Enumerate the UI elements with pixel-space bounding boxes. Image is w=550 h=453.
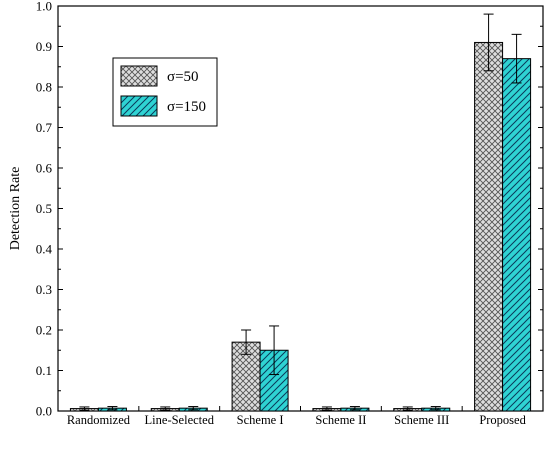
legend-label: σ=50	[167, 69, 199, 85]
y-tick-label: 0.7	[36, 120, 53, 135]
y-tick-label: 0.0	[36, 404, 52, 419]
x-category-label: Scheme II	[315, 413, 366, 427]
legend-swatch	[120, 65, 158, 87]
bar-sigma50	[474, 41, 504, 412]
y-tick-label: 1.0	[36, 0, 52, 14]
y-tick-label: 0.6	[36, 161, 53, 176]
x-category-label: Randomized	[67, 413, 131, 427]
y-axis-label: Detection Rate	[8, 167, 23, 251]
legend-swatch	[120, 95, 158, 117]
y-tick-label: 0.5	[36, 201, 52, 216]
y-tick-label: 0.9	[36, 39, 52, 54]
x-category-label: Scheme I	[237, 413, 284, 427]
y-tick-label: 0.2	[36, 323, 52, 338]
x-category-label: Scheme III	[394, 413, 449, 427]
y-tick-label: 0.4	[36, 242, 53, 257]
bar-sigma150	[502, 58, 532, 412]
y-tick-label: 0.3	[36, 282, 52, 297]
legend-label: σ=150	[167, 99, 206, 115]
y-tick-label: 0.1	[36, 363, 52, 378]
x-category-label: Line-Selected	[145, 413, 215, 427]
x-category-label: Proposed	[479, 413, 526, 427]
y-tick-label: 0.8	[36, 80, 52, 95]
